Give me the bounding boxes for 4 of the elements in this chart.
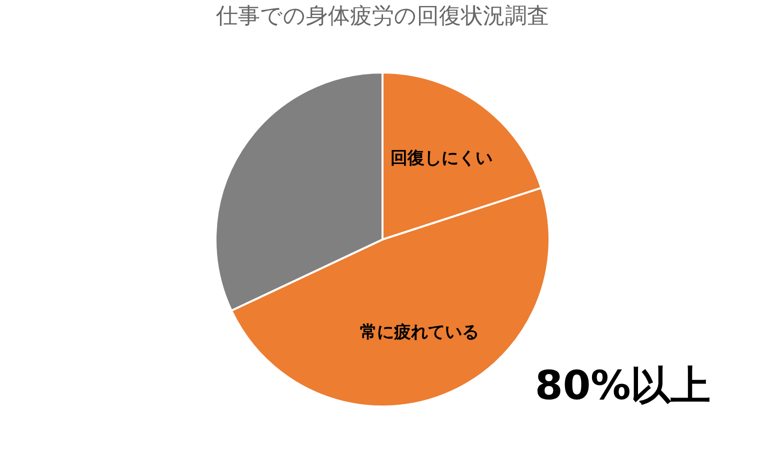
chart-title: 仕事での身体疲労の回復状況調査 bbox=[215, 4, 549, 29]
text: 80%以上 bbox=[535, 363, 711, 409]
slice-label: 常に疲れている bbox=[360, 322, 479, 343]
slice-label: 回復しにくい bbox=[390, 148, 492, 168]
